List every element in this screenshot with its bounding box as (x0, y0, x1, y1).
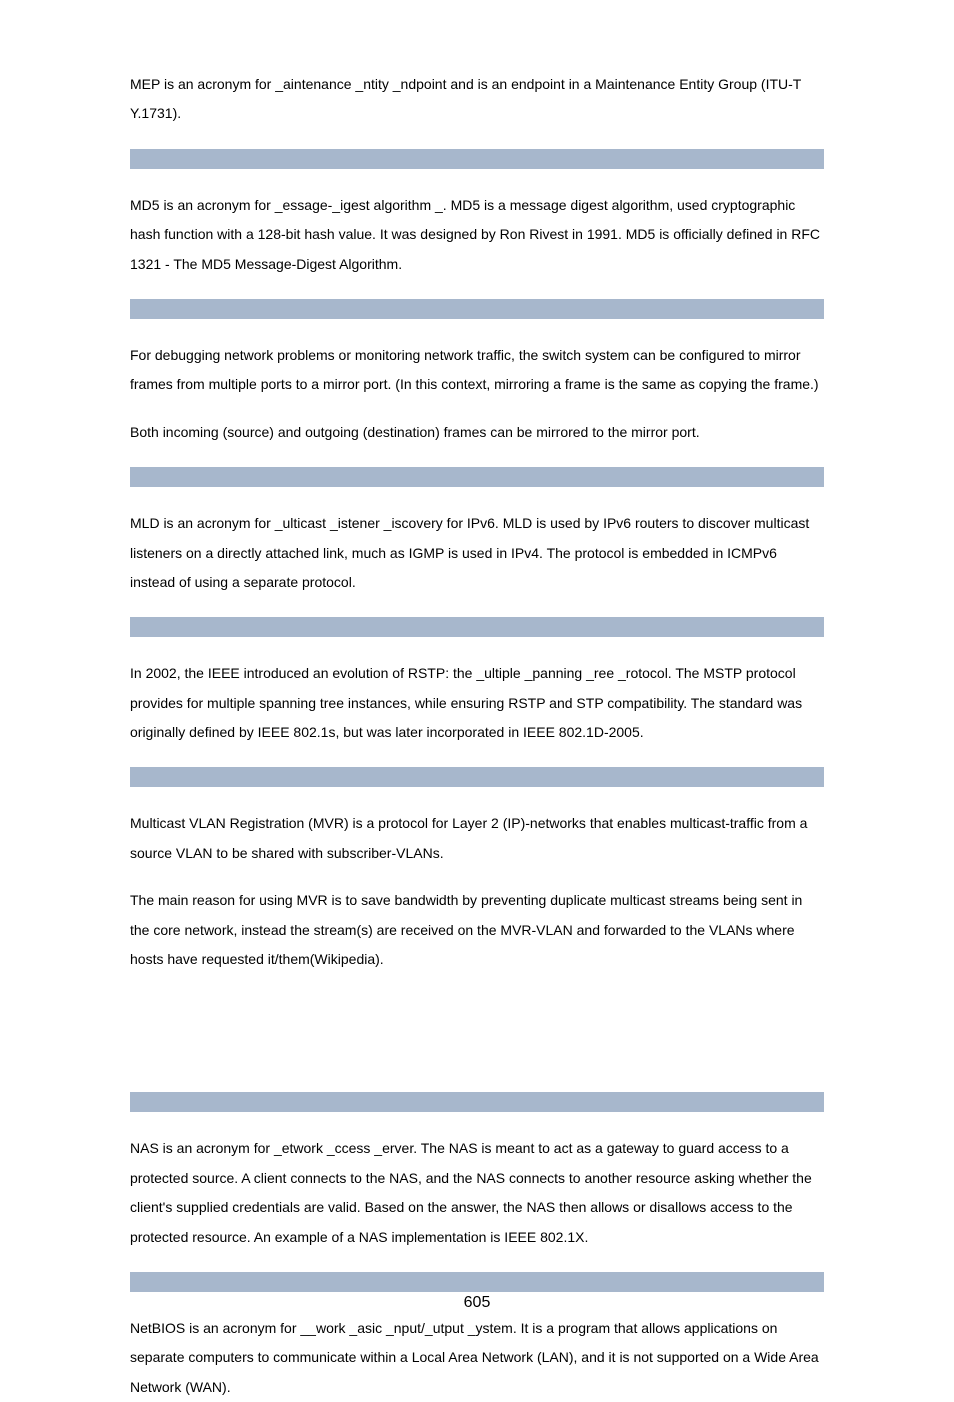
mirroring-paragraph-1: For debugging network problems or monito… (130, 341, 824, 400)
mvr-paragraph-2: The main reason for using MVR is to save… (130, 886, 824, 974)
mstp-paragraph: In 2002, the IEEE introduced an evolutio… (130, 659, 824, 747)
section-header-nas (130, 1092, 824, 1112)
md5-paragraph: MD5 is an acronym for _essage-_igest alg… (130, 191, 824, 279)
section-header-mirroring (130, 299, 824, 319)
section-header-md5 (130, 149, 824, 169)
page-number: 605 (0, 1294, 954, 1312)
section-header-mld (130, 467, 824, 487)
nas-paragraph: NAS is an acronym for _etwork _ccess _er… (130, 1134, 824, 1252)
mep-paragraph: MEP is an acronym for _aintenance _ntity… (130, 70, 824, 129)
mirroring-paragraph-2: Both incoming (source) and outgoing (des… (130, 418, 824, 447)
section-header-mstp (130, 617, 824, 637)
mld-paragraph: MLD is an acronym for _ulticast _istener… (130, 509, 824, 597)
mvr-paragraph-1: Multicast VLAN Registration (MVR) is a p… (130, 809, 824, 868)
section-gap (130, 992, 824, 1072)
section-header-netbios (130, 1272, 824, 1292)
netbios-paragraph: NetBIOS is an acronym for __work _asic _… (130, 1314, 824, 1402)
section-header-mvr (130, 767, 824, 787)
